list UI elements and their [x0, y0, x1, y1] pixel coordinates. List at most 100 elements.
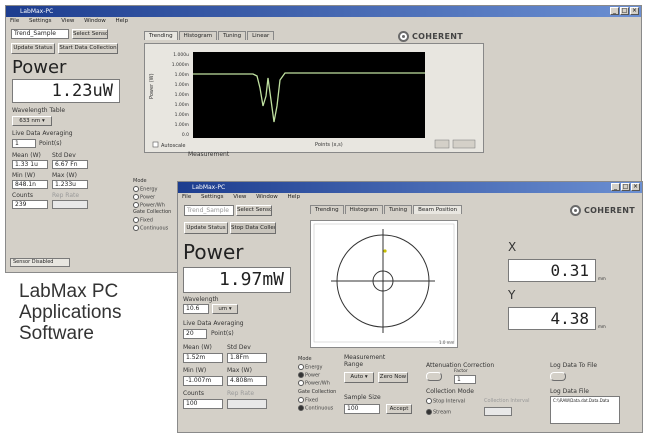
close-button[interactable]: × [630, 7, 639, 15]
gate-fixed-radio[interactable]: Fixed [298, 397, 318, 404]
back-gate-label: Gate Collection [133, 209, 172, 215]
chart-options-button[interactable] [452, 139, 476, 149]
max-value: 1.233u [52, 180, 88, 189]
menu-file[interactable]: File [10, 18, 20, 24]
select-sensor-button[interactable]: Select Sensor [72, 29, 108, 39]
menu-file[interactable]: File [182, 194, 192, 200]
rep-rate-label: Rep Rate [52, 192, 80, 199]
log-data-toggle[interactable] [550, 372, 566, 381]
range-dropdown[interactable]: Auto ▾ [344, 372, 374, 383]
counts-label: Counts [183, 390, 204, 397]
back-titlebar: LabMax-PC _ □ × [6, 6, 641, 17]
y-tick-5: 1.00m [175, 102, 189, 108]
log-file-path[interactable]: C:\\RAW\Data.dat.Data.Data [550, 396, 620, 424]
beam-position-dot [383, 249, 387, 253]
minimize-button[interactable]: _ [610, 7, 619, 15]
minimize-button[interactable]: _ [611, 183, 620, 191]
min-label: Min (W) [183, 367, 207, 374]
beam-position-panel: 1.0 mm [310, 220, 458, 348]
menu-help[interactable]: Help [287, 194, 301, 200]
menu-window[interactable]: Window [256, 194, 278, 200]
update-status-button[interactable]: Update Status [184, 222, 228, 234]
averaging-input[interactable]: 20 [183, 329, 207, 339]
back-mode-power[interactable]: Power [133, 194, 155, 201]
stddev-value: 6.67 Fn [52, 160, 88, 169]
select-sensor-button[interactable]: Select Sensor [236, 205, 272, 216]
coherent-logo: COHERENT [570, 205, 635, 216]
attenuation-toggle[interactable] [426, 372, 442, 381]
tab-beam-position[interactable]: Beam Position [413, 205, 463, 214]
maximize-button[interactable]: □ [620, 7, 629, 15]
counts-value: 239 [12, 200, 48, 209]
plot-scale-label: 1.0 mm [439, 340, 455, 345]
menu-view[interactable]: View [233, 194, 247, 200]
y-label: Y [508, 288, 516, 302]
power-title: Power [12, 57, 67, 78]
tab-trending[interactable]: Trending [144, 31, 178, 40]
trend-chart: Power (W) 1.000u 1.000m 1.00m 1.00m 1.00… [149, 52, 476, 149]
back-window-title: LabMax-PC [20, 8, 54, 15]
collection-stop-interval-radio[interactable]: Stop Interval [426, 398, 465, 405]
y-tick-6: 1.00m [175, 112, 189, 118]
tab-tuning[interactable]: Tuning [384, 205, 413, 214]
factor-input[interactable]: 1 [454, 375, 476, 384]
mode-energy-radio[interactable]: Energy [298, 364, 323, 371]
back-gate-continuous[interactable]: Continuous [133, 225, 168, 232]
y-tick-0: 1.000u [173, 52, 189, 58]
mode-powerwh-radio[interactable]: Power/Wh [298, 380, 330, 387]
rep-rate-value [227, 399, 267, 409]
menu-window[interactable]: Window [84, 18, 106, 24]
rep-rate-label: Rep Rate [227, 390, 255, 397]
stop-collection-button[interactable]: Stop Data Collection [230, 222, 276, 234]
wavelength-input[interactable]: 10.6 [183, 304, 209, 314]
autoscale-checkbox[interactable] [152, 141, 159, 148]
x-label: X [508, 240, 517, 254]
rep-rate-value [52, 200, 88, 209]
menu-view[interactable]: View [61, 18, 75, 24]
menu-settings[interactable]: Settings [200, 194, 224, 200]
caption-line-3: Software [19, 323, 94, 344]
back-mode-powerwh[interactable]: Power/Wh [133, 202, 165, 209]
range-value: Auto [350, 374, 364, 380]
maximize-button[interactable]: □ [621, 183, 630, 191]
collection-interval-input[interactable] [484, 407, 512, 416]
tab-histogram[interactable]: Histogram [344, 205, 384, 214]
tab-histogram[interactable]: Histogram [178, 31, 218, 40]
back-mode-energy[interactable]: Energy [133, 186, 158, 193]
back-gate-fixed[interactable]: Fixed [133, 217, 153, 224]
sample-size-input[interactable]: 100 [344, 404, 380, 414]
menu-help[interactable]: Help [115, 18, 129, 24]
gate-collection-label: Gate Collection [298, 389, 337, 395]
tab-linear[interactable]: Linear [247, 31, 275, 40]
autoscale-label: Autoscale [161, 143, 186, 149]
back-menubar: File Settings View Window Help [6, 17, 641, 26]
collection-stream-radio[interactable]: Stream [426, 409, 451, 416]
tab-tuning[interactable]: Tuning [218, 31, 247, 40]
update-status-button[interactable]: Update Status [11, 43, 55, 54]
zero-now-button[interactable]: Zero Now [378, 372, 408, 383]
trend-trace [193, 72, 425, 123]
chart-zoom-button[interactable] [434, 139, 450, 149]
wavelength-value: 633 nm [19, 118, 41, 124]
front-window: LabMax-PC _ □ × File Settings View Windo… [177, 181, 643, 433]
wavelength-unit-dropdown[interactable]: um ▾ [212, 304, 238, 314]
sensor-select-field[interactable]: Trend_Sample [184, 205, 234, 216]
menu-settings[interactable]: Settings [28, 18, 52, 24]
coherent-wordmark: COHERENT [412, 32, 464, 41]
averaging-input[interactable]: 1 [12, 139, 36, 148]
log-file-label: Log Data File [550, 388, 589, 395]
mode-power-radio[interactable]: Power [298, 372, 320, 379]
coherent-logo: COHERENT [398, 31, 463, 42]
y-tick-8: 0.0 [182, 132, 189, 138]
accept-button[interactable]: Accept [386, 404, 412, 414]
close-button[interactable]: × [631, 183, 640, 191]
y-readout: 4.38 [508, 307, 596, 330]
sensor-select-field[interactable]: Trend_Sample [11, 29, 69, 39]
log-data-label: Log Data To File [550, 362, 598, 369]
start-collection-button[interactable]: Start Data Collection [58, 43, 118, 54]
wavelength-dropdown[interactable]: 633 nm ▾ [12, 116, 52, 126]
gate-continuous-radio[interactable]: Continuous [298, 405, 333, 412]
front-window-title: LabMax-PC [192, 184, 226, 191]
tab-trending[interactable]: Trending [310, 205, 344, 214]
front-tab-bar: Trending Histogram Tuning Beam Position [310, 205, 463, 214]
